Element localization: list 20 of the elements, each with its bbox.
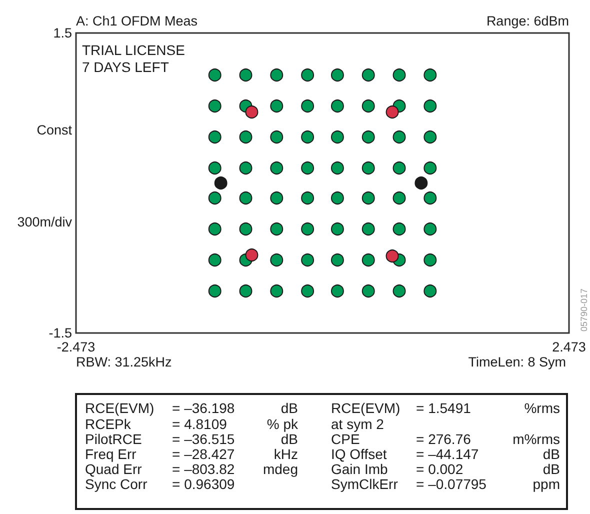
- text: 300m/div: [17, 214, 72, 230]
- annotation: TRIAL LICENSE: [82, 42, 185, 58]
- text: RBW: 31.25kHz: [76, 354, 172, 370]
- text: 05790-017: [579, 288, 589, 332]
- y-tick-label: -1.5: [48, 326, 72, 340]
- chart-subtitle: Range: 6dBm: [486, 14, 569, 28]
- point: [245, 248, 258, 262]
- point: [386, 250, 399, 262]
- y-tick-label: 1.5: [53, 26, 72, 40]
- x-tick-label: 2.473: [552, 340, 586, 354]
- point: [386, 106, 399, 118]
- x-tick-label: -2.473: [56, 340, 96, 354]
- point: [214, 176, 228, 190]
- y-axis-title: Const: [36, 122, 72, 138]
- table-frame: RCE(EVM) = –36.198 dB RCE(EVM) = 1.5491 %rms RCEPk = 4.8109 % pk at sym 2 PilotRCE = –36.515 dB CPE = 276.76 m%rms Freq Err = –28.427 kHz IQ Offset = –44.147 dB Quad Err = –803.82 mdeg Gain Imb = 0.002 dB Sync Corr = 0.96309 SymClkErr = –0.07795 ppm: [75, 393, 568, 510]
- text: TimeLen: 8 Sym: [468, 354, 566, 370]
- chart-title: A: Ch1 OFDM Meas: [76, 14, 198, 28]
- point: [245, 106, 258, 118]
- annotation: 7 DAYS LEFT: [82, 59, 170, 75]
- point: [414, 176, 428, 190]
